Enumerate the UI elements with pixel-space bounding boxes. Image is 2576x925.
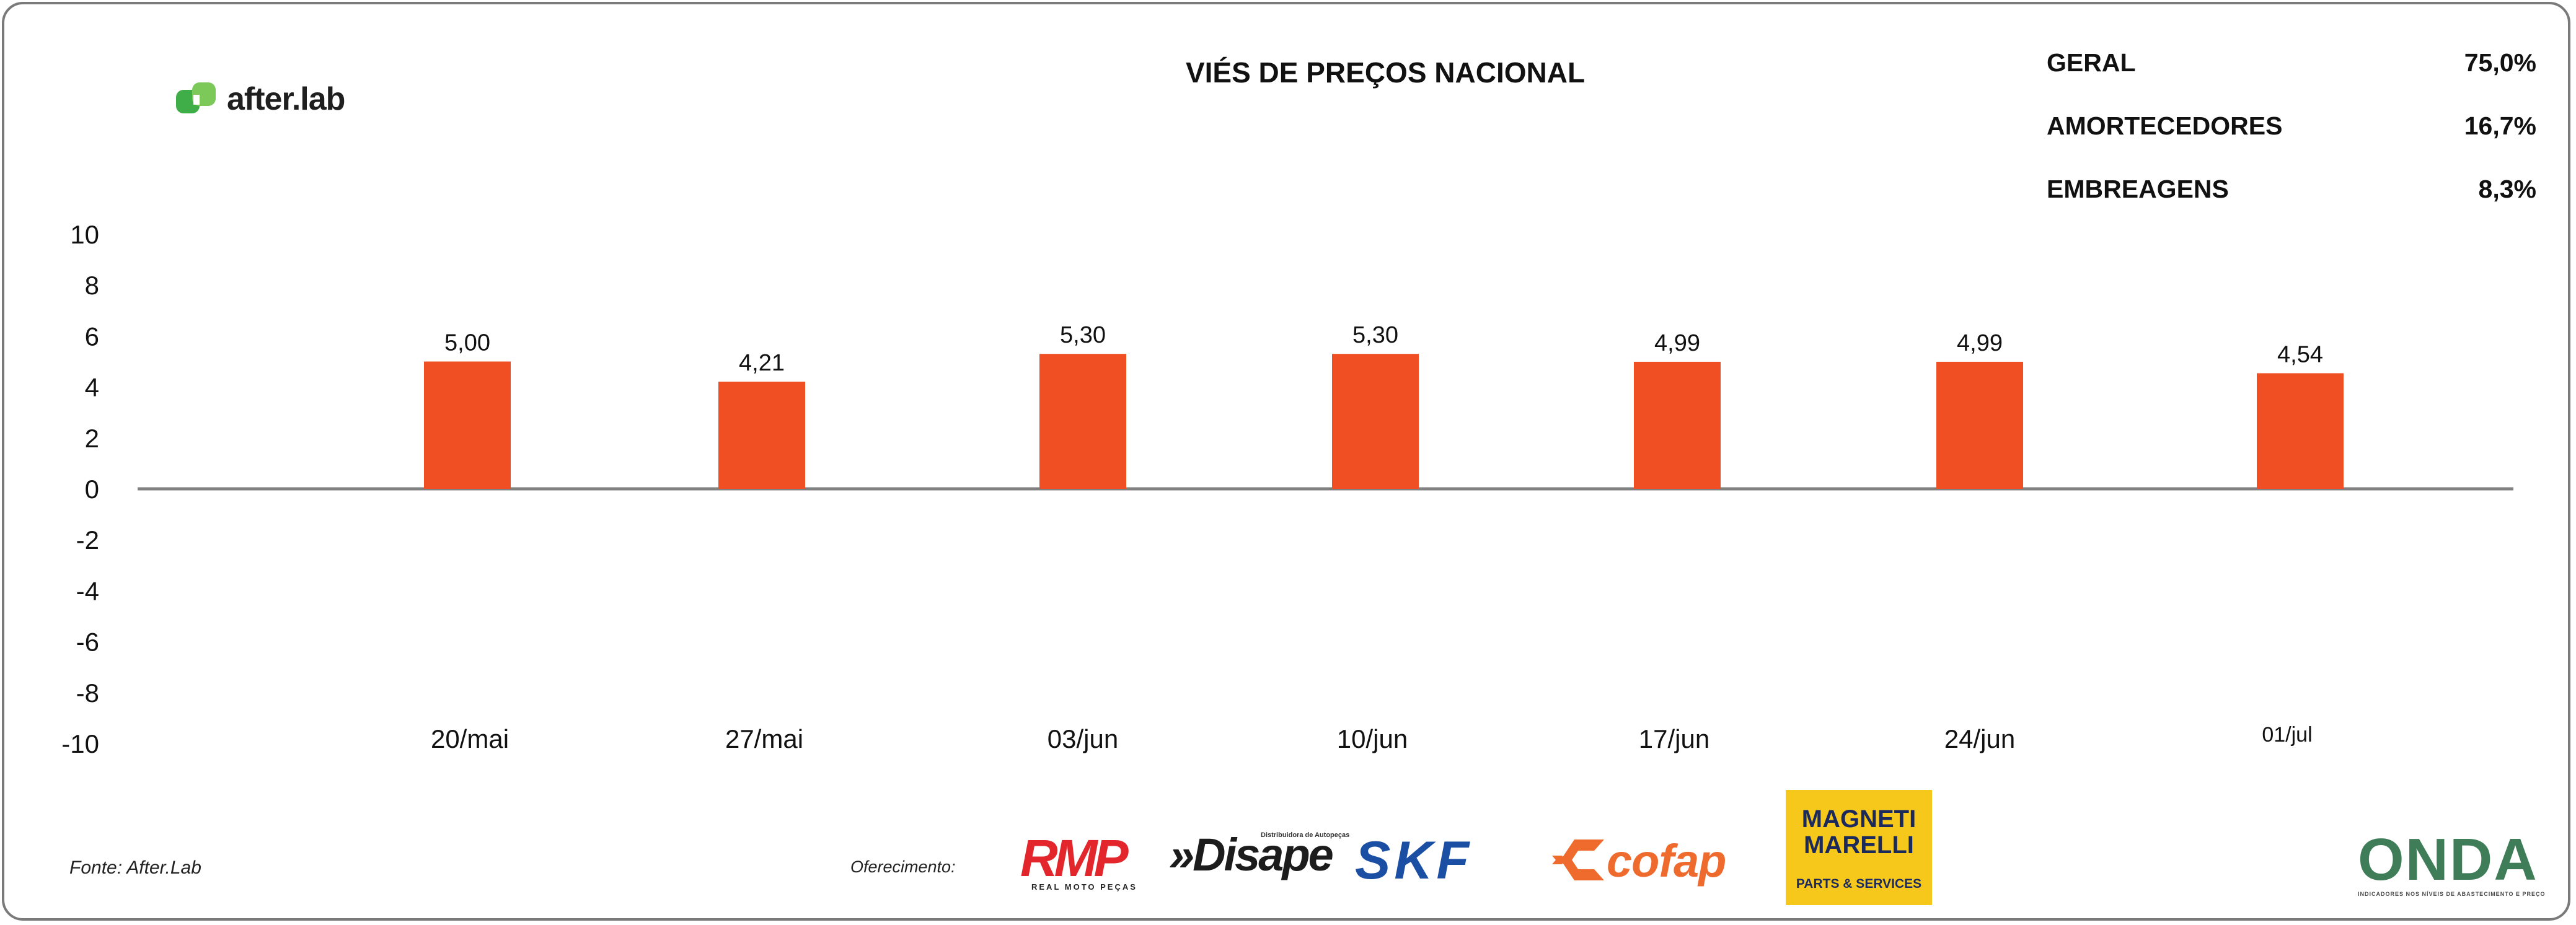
onda-logo: ONDA INDICADORES NOS NÍVEIS DE ABASTECIM… (2358, 826, 2546, 898)
summary-value: 8,3% (2478, 175, 2536, 203)
summary-row-amortecedores: AMORTECEDORES 16,7% (2047, 112, 2536, 175)
bar (1332, 354, 1419, 489)
y-tick-label: -8 (76, 678, 99, 708)
y-tick-label: 4 (85, 373, 99, 402)
x-tick-label: 01/jul (2262, 723, 2312, 747)
magneti-marelli-logo: MAGNETI MARELLI PARTS & SERVICES (1786, 790, 1932, 905)
summary-row-geral: GERAL 75,0% (2047, 48, 2536, 112)
y-tick-label: 2 (85, 424, 99, 453)
bar-value-label: 5,30 (1060, 322, 1106, 348)
bar (1634, 361, 1721, 489)
cofap-logo-text: cofap (1607, 835, 1726, 887)
onda-logo-text: ONDA (2358, 826, 2538, 893)
rmp-logo-tagline: REAL MOTO PEÇAS (1031, 882, 1137, 892)
magneti-marelli-logo-text: MAGNETI MARELLI (1801, 805, 1917, 859)
cofap-logo: cofap (1550, 835, 1726, 887)
rmp-logo-text: RMP (1020, 829, 1129, 887)
afterlab-logo-icon (176, 81, 219, 117)
summary-table: GERAL 75,0% AMORTECEDORES 16,7% EMBREAGE… (2047, 48, 2536, 238)
y-tick-label: 8 (85, 271, 99, 300)
bar-value-label: 5,30 (1352, 322, 1398, 348)
summary-value: 16,7% (2464, 112, 2536, 140)
y-tick-label: 10 (70, 220, 99, 249)
y-tick-label: -6 (76, 628, 99, 657)
summary-label: EMBREAGENS (2047, 175, 2229, 203)
y-tick-label: 0 (85, 475, 99, 504)
disape-logo-tagline: Distribuidora de Autopeças (1261, 831, 1350, 839)
sponsor-label: Oferecimento: (850, 857, 956, 876)
skf-logo: SKF (1355, 831, 1473, 890)
bar (718, 381, 805, 489)
bar (424, 361, 511, 489)
x-tick-label: 10/jun (1337, 724, 1408, 753)
bar-value-label: 4,99 (1957, 330, 2003, 356)
summary-value: 75,0% (2464, 48, 2536, 77)
bar-value-label: 5,00 (444, 330, 490, 356)
summary-label: GERAL (2047, 48, 2136, 77)
magneti-marelli-logo-tagline: PARTS & SERVICES (1796, 877, 1922, 891)
afterlab-logo: after.lab (176, 81, 345, 118)
bar-value-label: 4,21 (739, 350, 785, 376)
x-tick-label: 20/mai (431, 724, 509, 753)
bar (2257, 373, 2344, 489)
cofap-logo-icon (1550, 837, 1607, 886)
y-tick-label: -4 (76, 576, 99, 605)
y-tick-label: 6 (85, 322, 99, 351)
onda-logo-tagline: INDICADORES NOS NÍVEIS DE ABASTECIMENTO … (2358, 891, 2546, 897)
chart-title: VIÉS DE PREÇOS NACIONAL (1185, 56, 1586, 89)
bar-value-label: 4,54 (2277, 341, 2323, 367)
x-tick-label: 17/jun (1639, 724, 1709, 753)
bar-value-label: 4,99 (1654, 330, 1700, 356)
bar (1936, 361, 2023, 489)
y-tick-label: -2 (76, 525, 99, 555)
x-tick-label: 24/jun (1944, 724, 2015, 753)
summary-row-embreagens: EMBREAGENS 8,3% (2047, 175, 2536, 238)
disape-logo-text: »Disape (1169, 829, 1334, 880)
y-tick-label: -10 (61, 729, 99, 758)
rmp-logo: RMP REAL MOTO PEÇAS (1020, 829, 1137, 892)
x-tick-label: 03/jun (1048, 724, 1118, 753)
source-note: Fonte: After.Lab (69, 857, 201, 878)
summary-label: AMORTECEDORES (2047, 112, 2283, 140)
x-tick-label: 27/mai (725, 724, 803, 753)
afterlab-logo-text: after.lab (227, 81, 345, 117)
bar (1039, 354, 1126, 489)
disape-logo: Distribuidora de Autopeças »Disape (1169, 829, 1349, 880)
